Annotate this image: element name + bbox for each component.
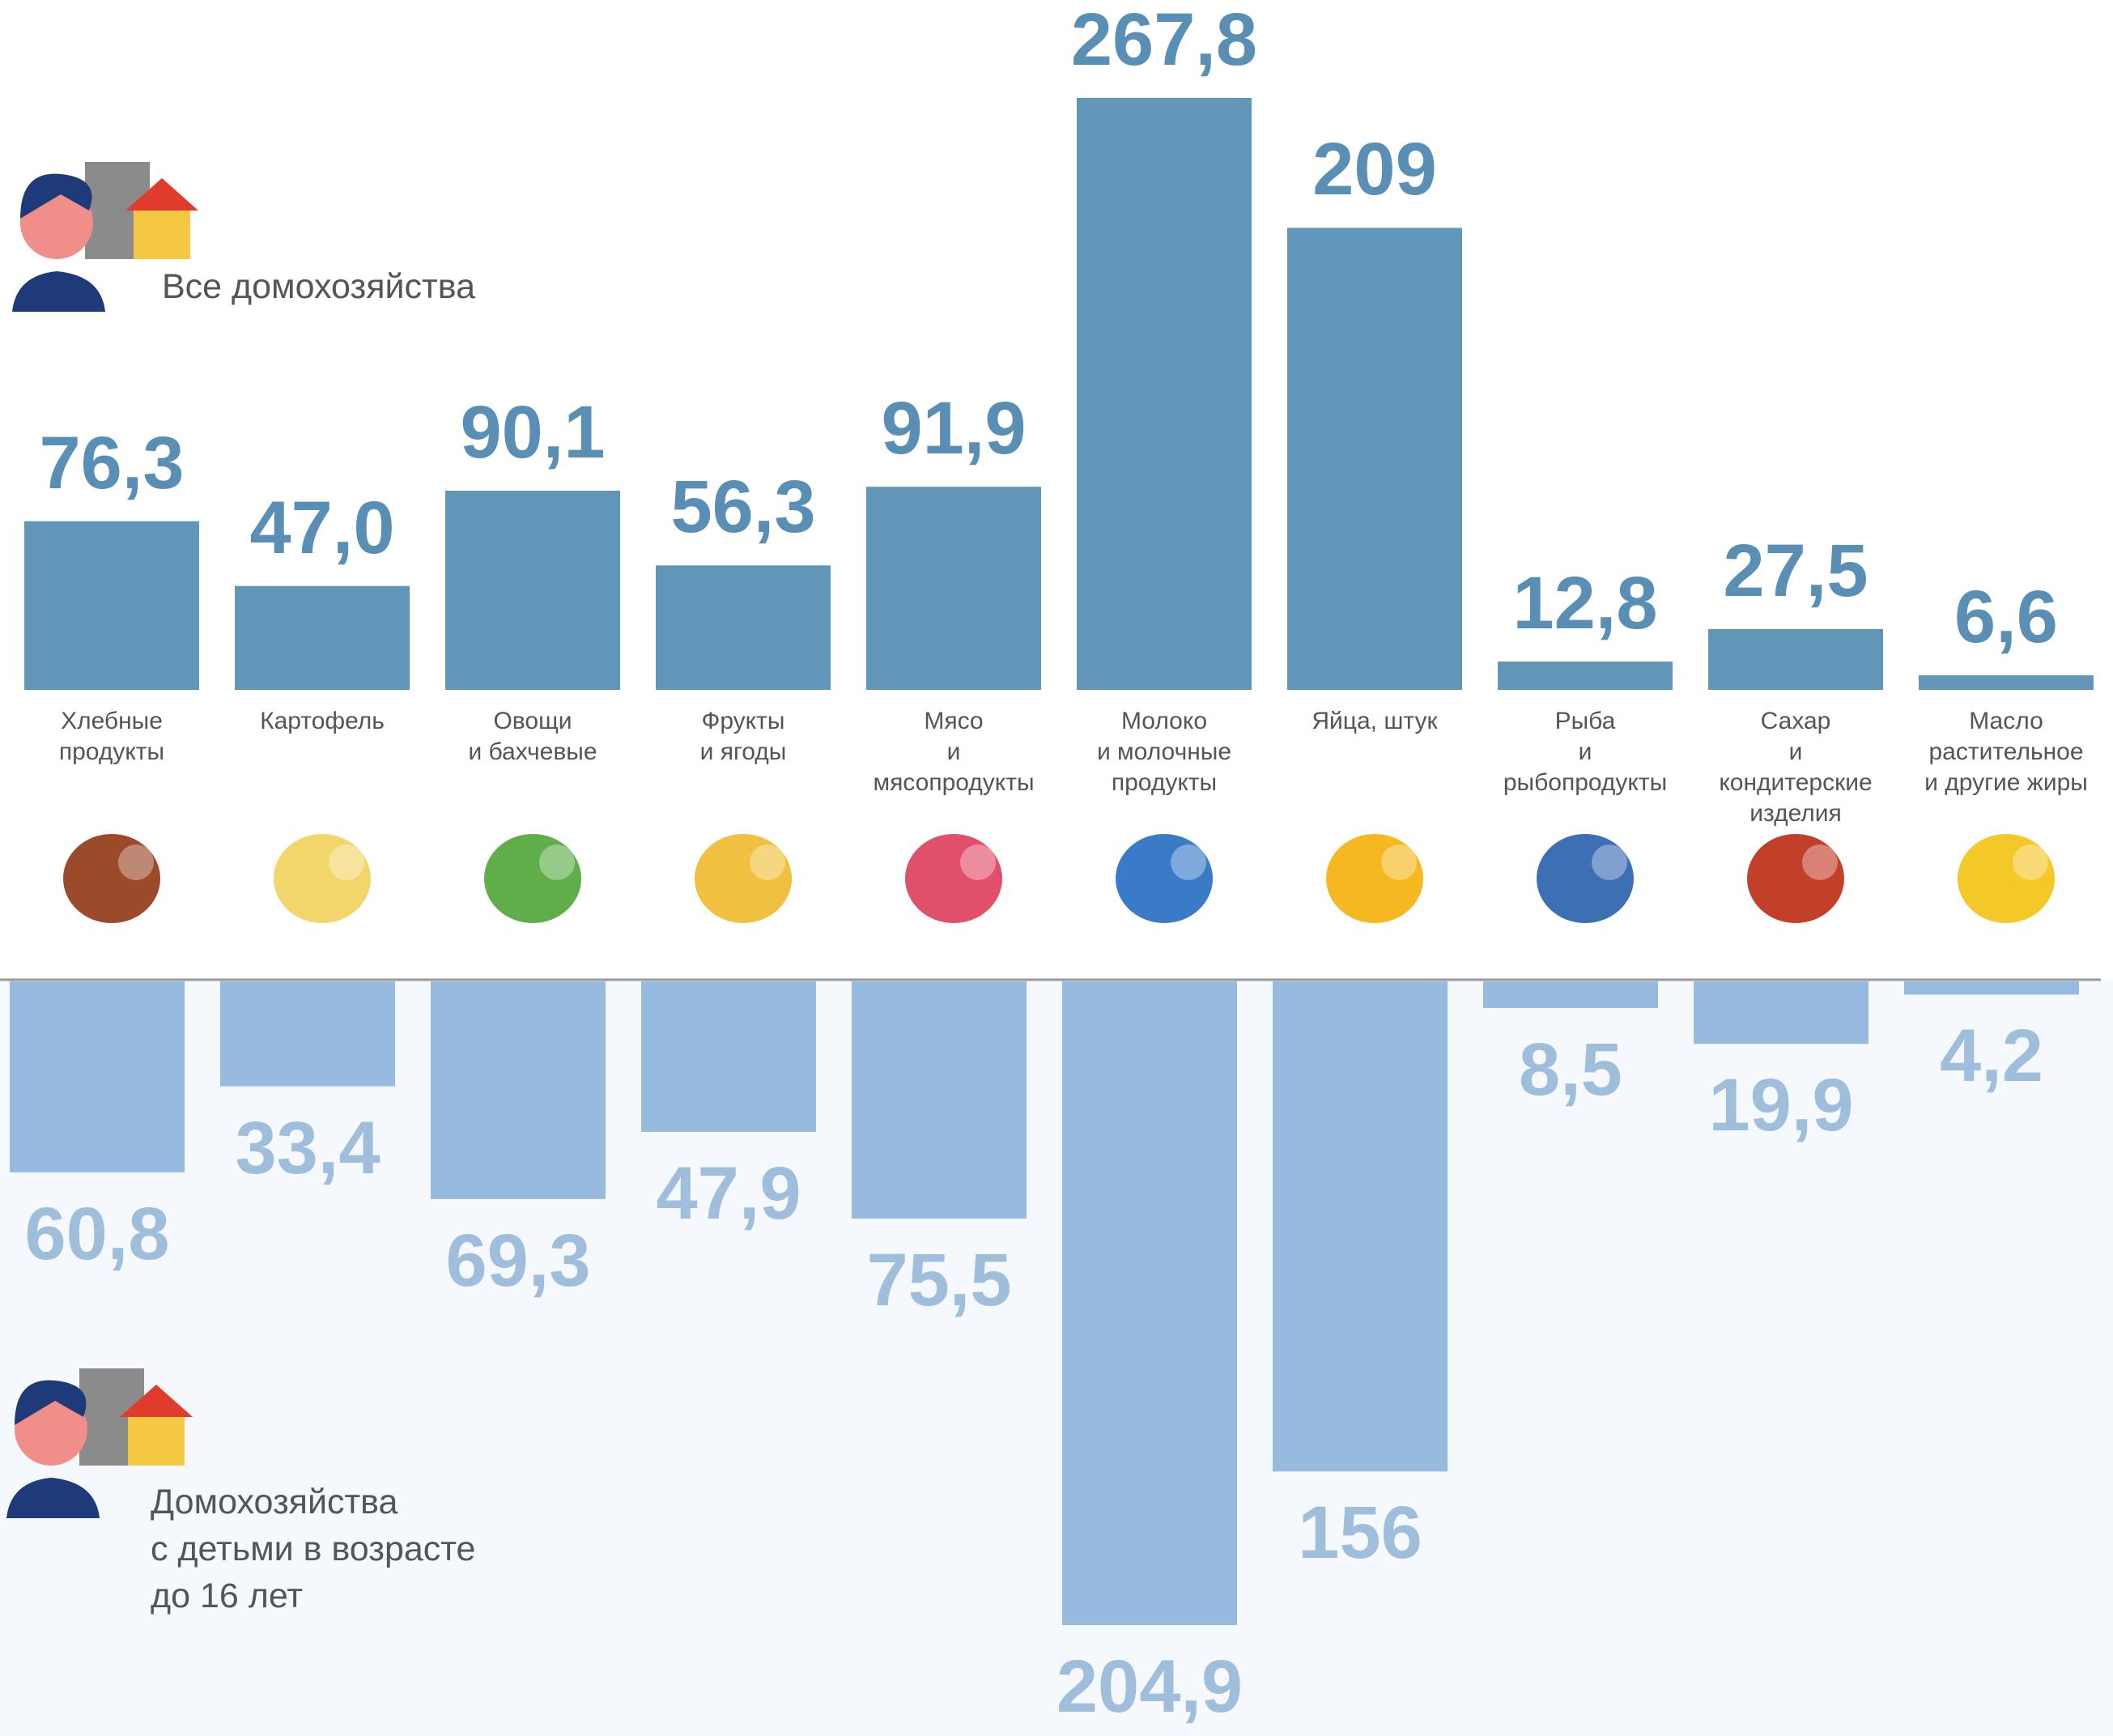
x-tick-label: Фрукты и ягоды [699,708,787,765]
bar [24,521,199,690]
x-tick-label: Мясо и мясопродукты [873,708,1035,796]
x-tick-label: Масло растительное и другие жиры [1924,708,2088,796]
bar [1919,674,2094,690]
data-label: 267,8 [1070,0,1258,81]
data-label: 27,5 [1723,529,1869,612]
food-icon [1747,834,1844,923]
x-tick-label: Хлебные продукты [58,708,165,765]
data-label: 47,0 [249,486,395,569]
data-label: 8,5 [1519,1028,1622,1111]
x-tick-label: Овощи и бахчевые [468,708,597,765]
food-icon [63,834,160,923]
legend-label: Все домохозяйства [162,267,475,306]
bar [641,981,816,1132]
food-icon [1537,834,1634,923]
food-icon [960,845,996,880]
food-icon [1592,845,1627,880]
bar [445,491,620,690]
bar [1287,228,1462,690]
bar [1077,97,1252,690]
bar [1904,981,2079,995]
bar [1483,981,1658,1008]
food-icon [484,834,581,923]
food-icon [1958,834,2055,923]
data-label: 75,5 [866,1238,1012,1321]
food-icon [118,845,154,880]
food-icon [1326,834,1423,923]
food-icon [274,834,371,923]
food-icon [329,845,364,880]
food-icon [1381,845,1417,880]
bar [10,981,185,1172]
data-label: 56,3 [670,466,816,549]
food-icon [1802,845,1838,880]
legend-label: Домохозяйства с детьми в возрасте до 16 … [151,1483,476,1615]
x-tick-label: Сахар и кондитерские изделия [1719,708,1873,827]
food-icon [1116,834,1213,923]
data-label: 12,8 [1512,562,1658,645]
bar [1694,981,1869,1045]
data-label: 19,9 [1708,1064,1854,1147]
data-label: 60,8 [24,1192,170,1275]
x-tick-label: Картофель [260,708,385,734]
food-icon [695,834,792,923]
bar [220,981,395,1087]
data-label: 90,1 [460,391,606,474]
food-icon [750,845,785,880]
bar [431,981,606,1199]
data-label: 4,2 [1940,1015,2043,1098]
data-label: 47,9 [656,1151,801,1235]
food-icon [1171,845,1206,880]
x-tick-label: Молоко и молочные продукты [1096,708,1232,796]
food-icon [539,845,575,880]
bar [1708,628,1883,690]
data-label: 209 [1312,128,1437,211]
bar [852,981,1027,1219]
bar [1273,981,1448,1472]
x-tick-label: Рыба и рыбопродукты [1503,708,1668,796]
data-label: 69,3 [445,1219,591,1302]
lower-background [0,980,2113,1736]
bar [866,487,1041,690]
data-label: 76,3 [39,421,185,504]
bar [235,585,410,690]
data-label: 6,6 [1954,575,2058,658]
data-label: 204,9 [1056,1645,1244,1728]
data-label: 156 [1298,1491,1422,1575]
x-tick-label: Яйца, штук [1312,708,1438,734]
bar [1062,981,1237,1626]
data-label: 33,4 [235,1106,381,1189]
bar [656,565,831,690]
food-icons [63,834,2055,923]
data-label: 91,9 [881,387,1027,470]
food-icon [905,834,1002,923]
food-icon [2013,845,2048,880]
bar [1498,662,1673,690]
